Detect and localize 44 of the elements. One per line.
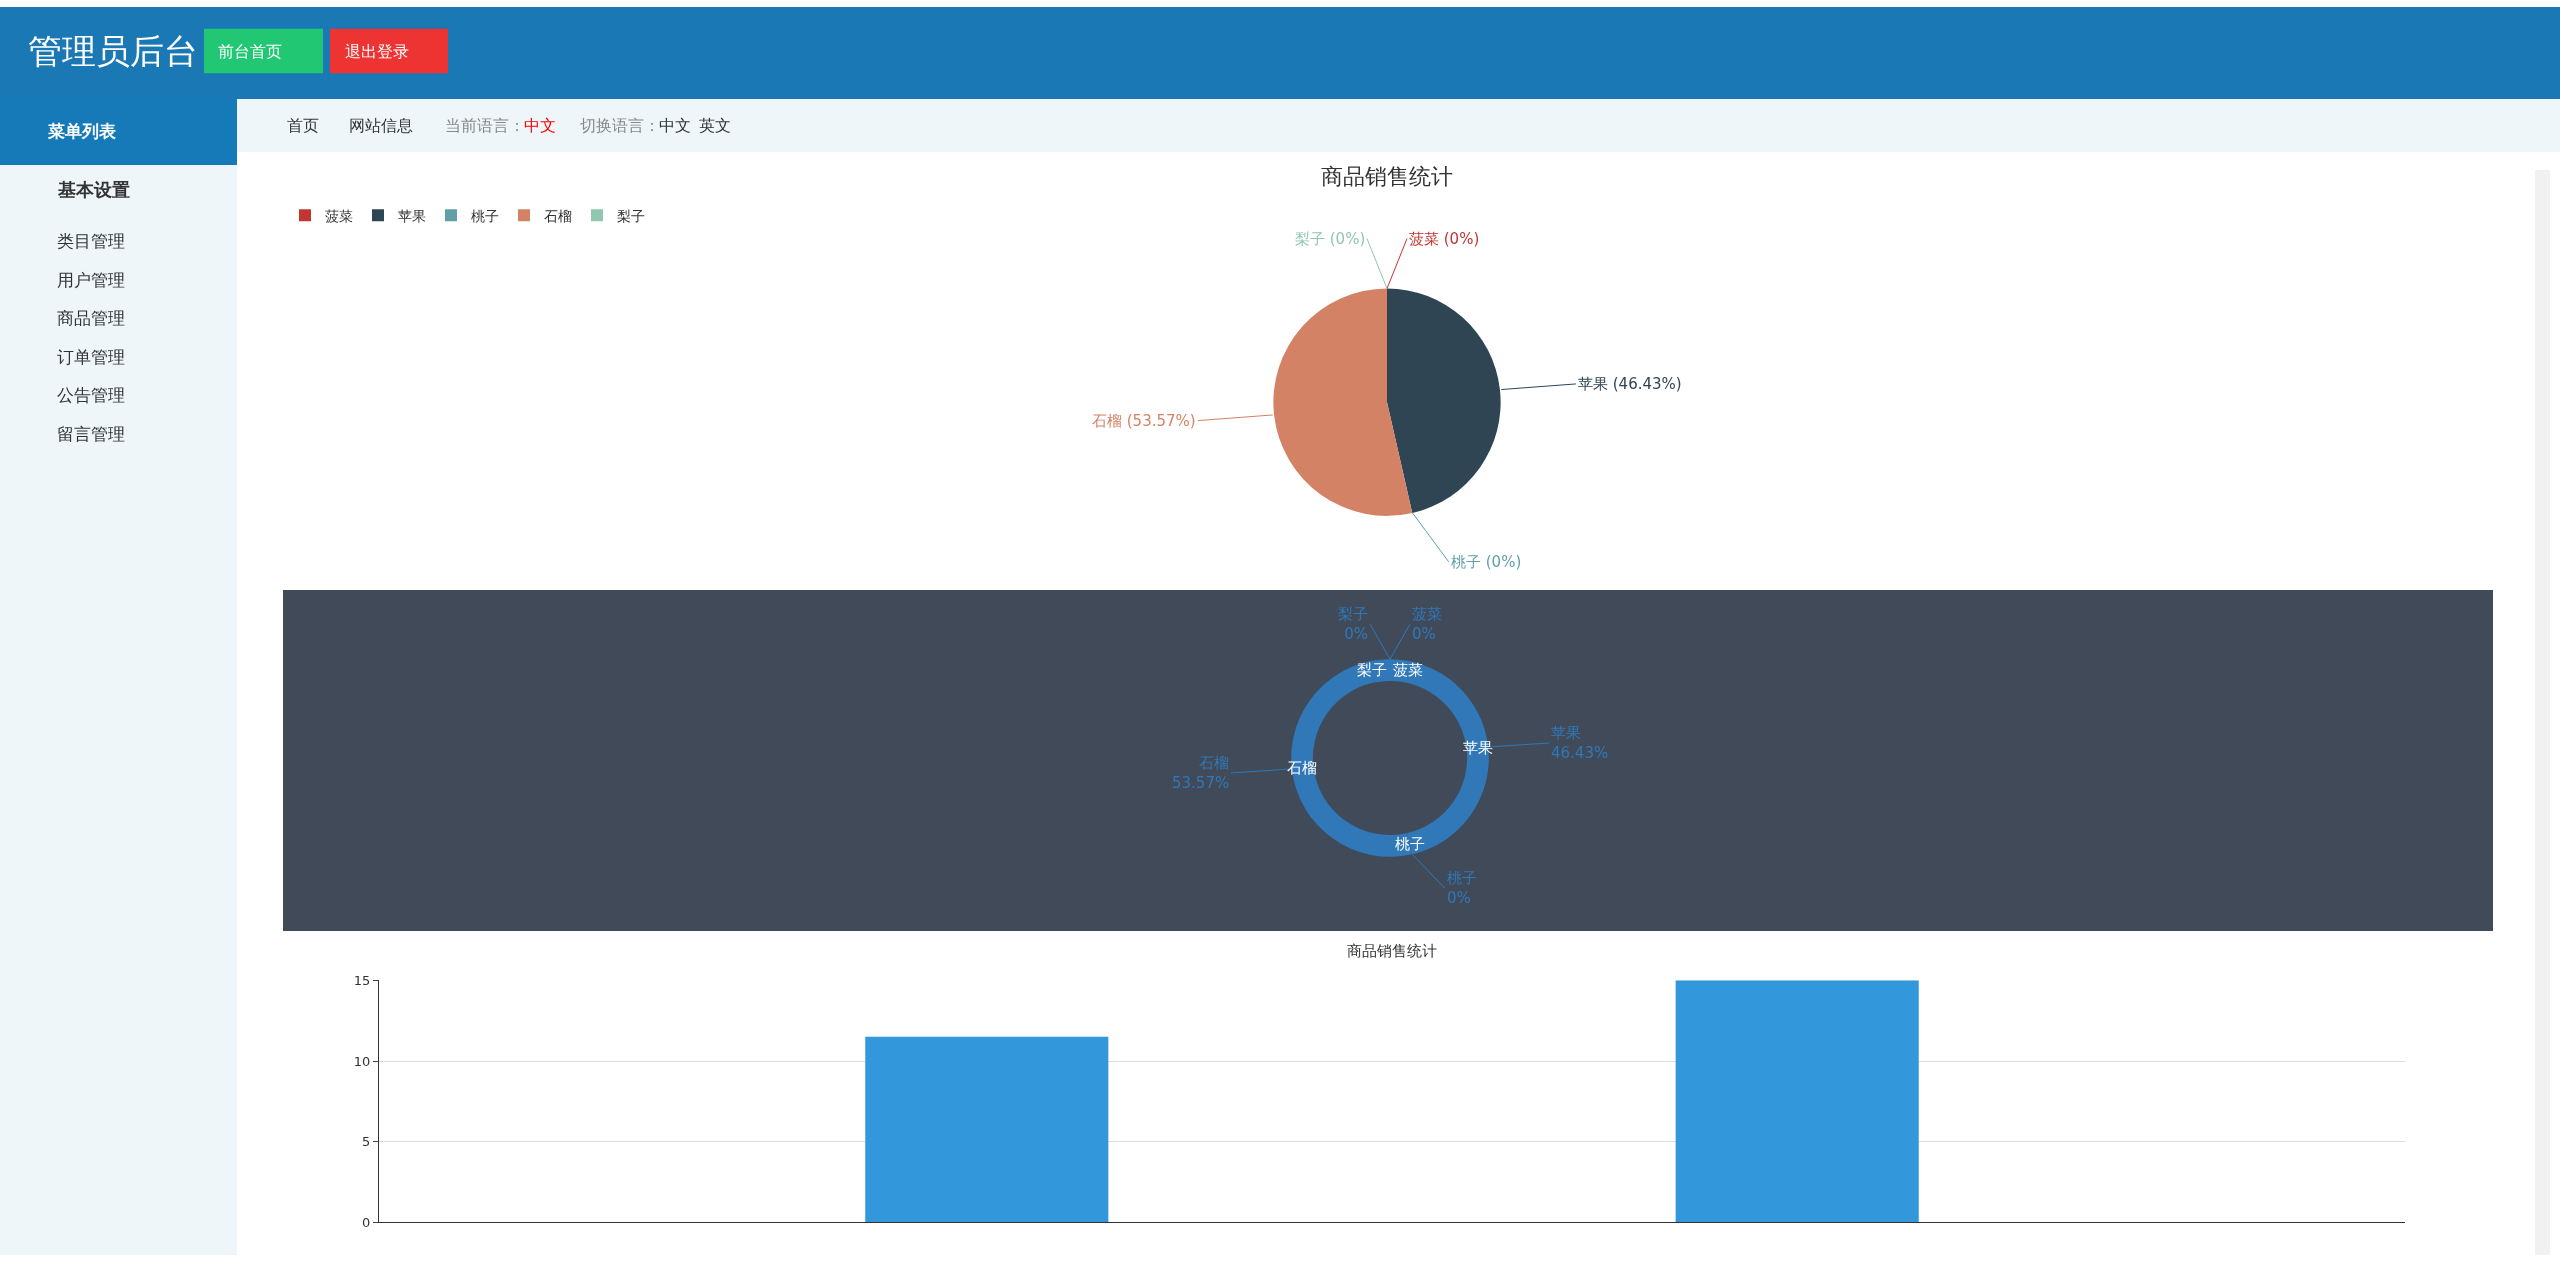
y-tick-label: 5	[362, 1134, 371, 1150]
text: 菠菜 (0%)	[1409, 230, 1480, 248]
text: 梨子 0%	[1338, 605, 1368, 643]
text: 管理员后台	[28, 31, 198, 71]
y-tick-label: 0	[362, 1214, 371, 1230]
data-label: 石榴 53.57%	[1172, 754, 1230, 792]
data-label: 石榴 (53.57%)	[1092, 412, 1196, 430]
text: 中文	[659, 116, 691, 135]
text: 网站信息	[349, 116, 413, 135]
text: 用户管理	[57, 270, 125, 290]
text: 首页	[287, 116, 319, 135]
slice-label: 苹果	[1463, 739, 1493, 757]
legend-label: 石榴	[544, 207, 572, 224]
text: 基本设置	[57, 179, 130, 200]
category-label: 桃子	[1395, 835, 1425, 853]
text: 切换语言：	[580, 116, 660, 135]
text: 前台首页	[218, 42, 282, 61]
text: 梨子 (0%)	[1295, 230, 1366, 248]
text: 留言管理	[57, 424, 125, 444]
chart-title: 商品销售统计	[1347, 942, 1437, 960]
slice-label: 石榴	[1287, 759, 1317, 777]
text: 当前语言：	[445, 116, 525, 135]
legend-label: 梨子	[617, 207, 645, 224]
text: 英文	[699, 116, 731, 135]
text: 退出登录	[345, 42, 409, 61]
text: 类目管理	[57, 231, 125, 251]
y-tick-label: 10	[353, 1053, 371, 1069]
legend-label: 桃子	[471, 207, 499, 224]
chart-title: 商品销售统计	[1321, 164, 1453, 189]
data-label: 苹果 (46.43%)	[1578, 375, 1682, 393]
text: 菠菜 0%	[1412, 605, 1442, 643]
data-label: 苹果 46.43%	[1551, 724, 1609, 762]
category-label: 梨子	[1357, 661, 1387, 679]
text: 商品管理	[57, 308, 125, 328]
text: 桃子 0%	[1447, 869, 1477, 907]
text: 订单管理	[57, 347, 125, 367]
legend-label: 菠菜	[325, 207, 353, 224]
y-tick-label: 15	[353, 972, 371, 988]
text: 公告管理	[57, 385, 125, 405]
text: 桃子 (0%)	[1451, 553, 1522, 571]
text: 中文	[524, 116, 556, 135]
text: 菜单列表	[47, 121, 117, 141]
legend-label: 苹果	[398, 207, 426, 224]
legend-label: 菠菜	[1393, 661, 1423, 679]
